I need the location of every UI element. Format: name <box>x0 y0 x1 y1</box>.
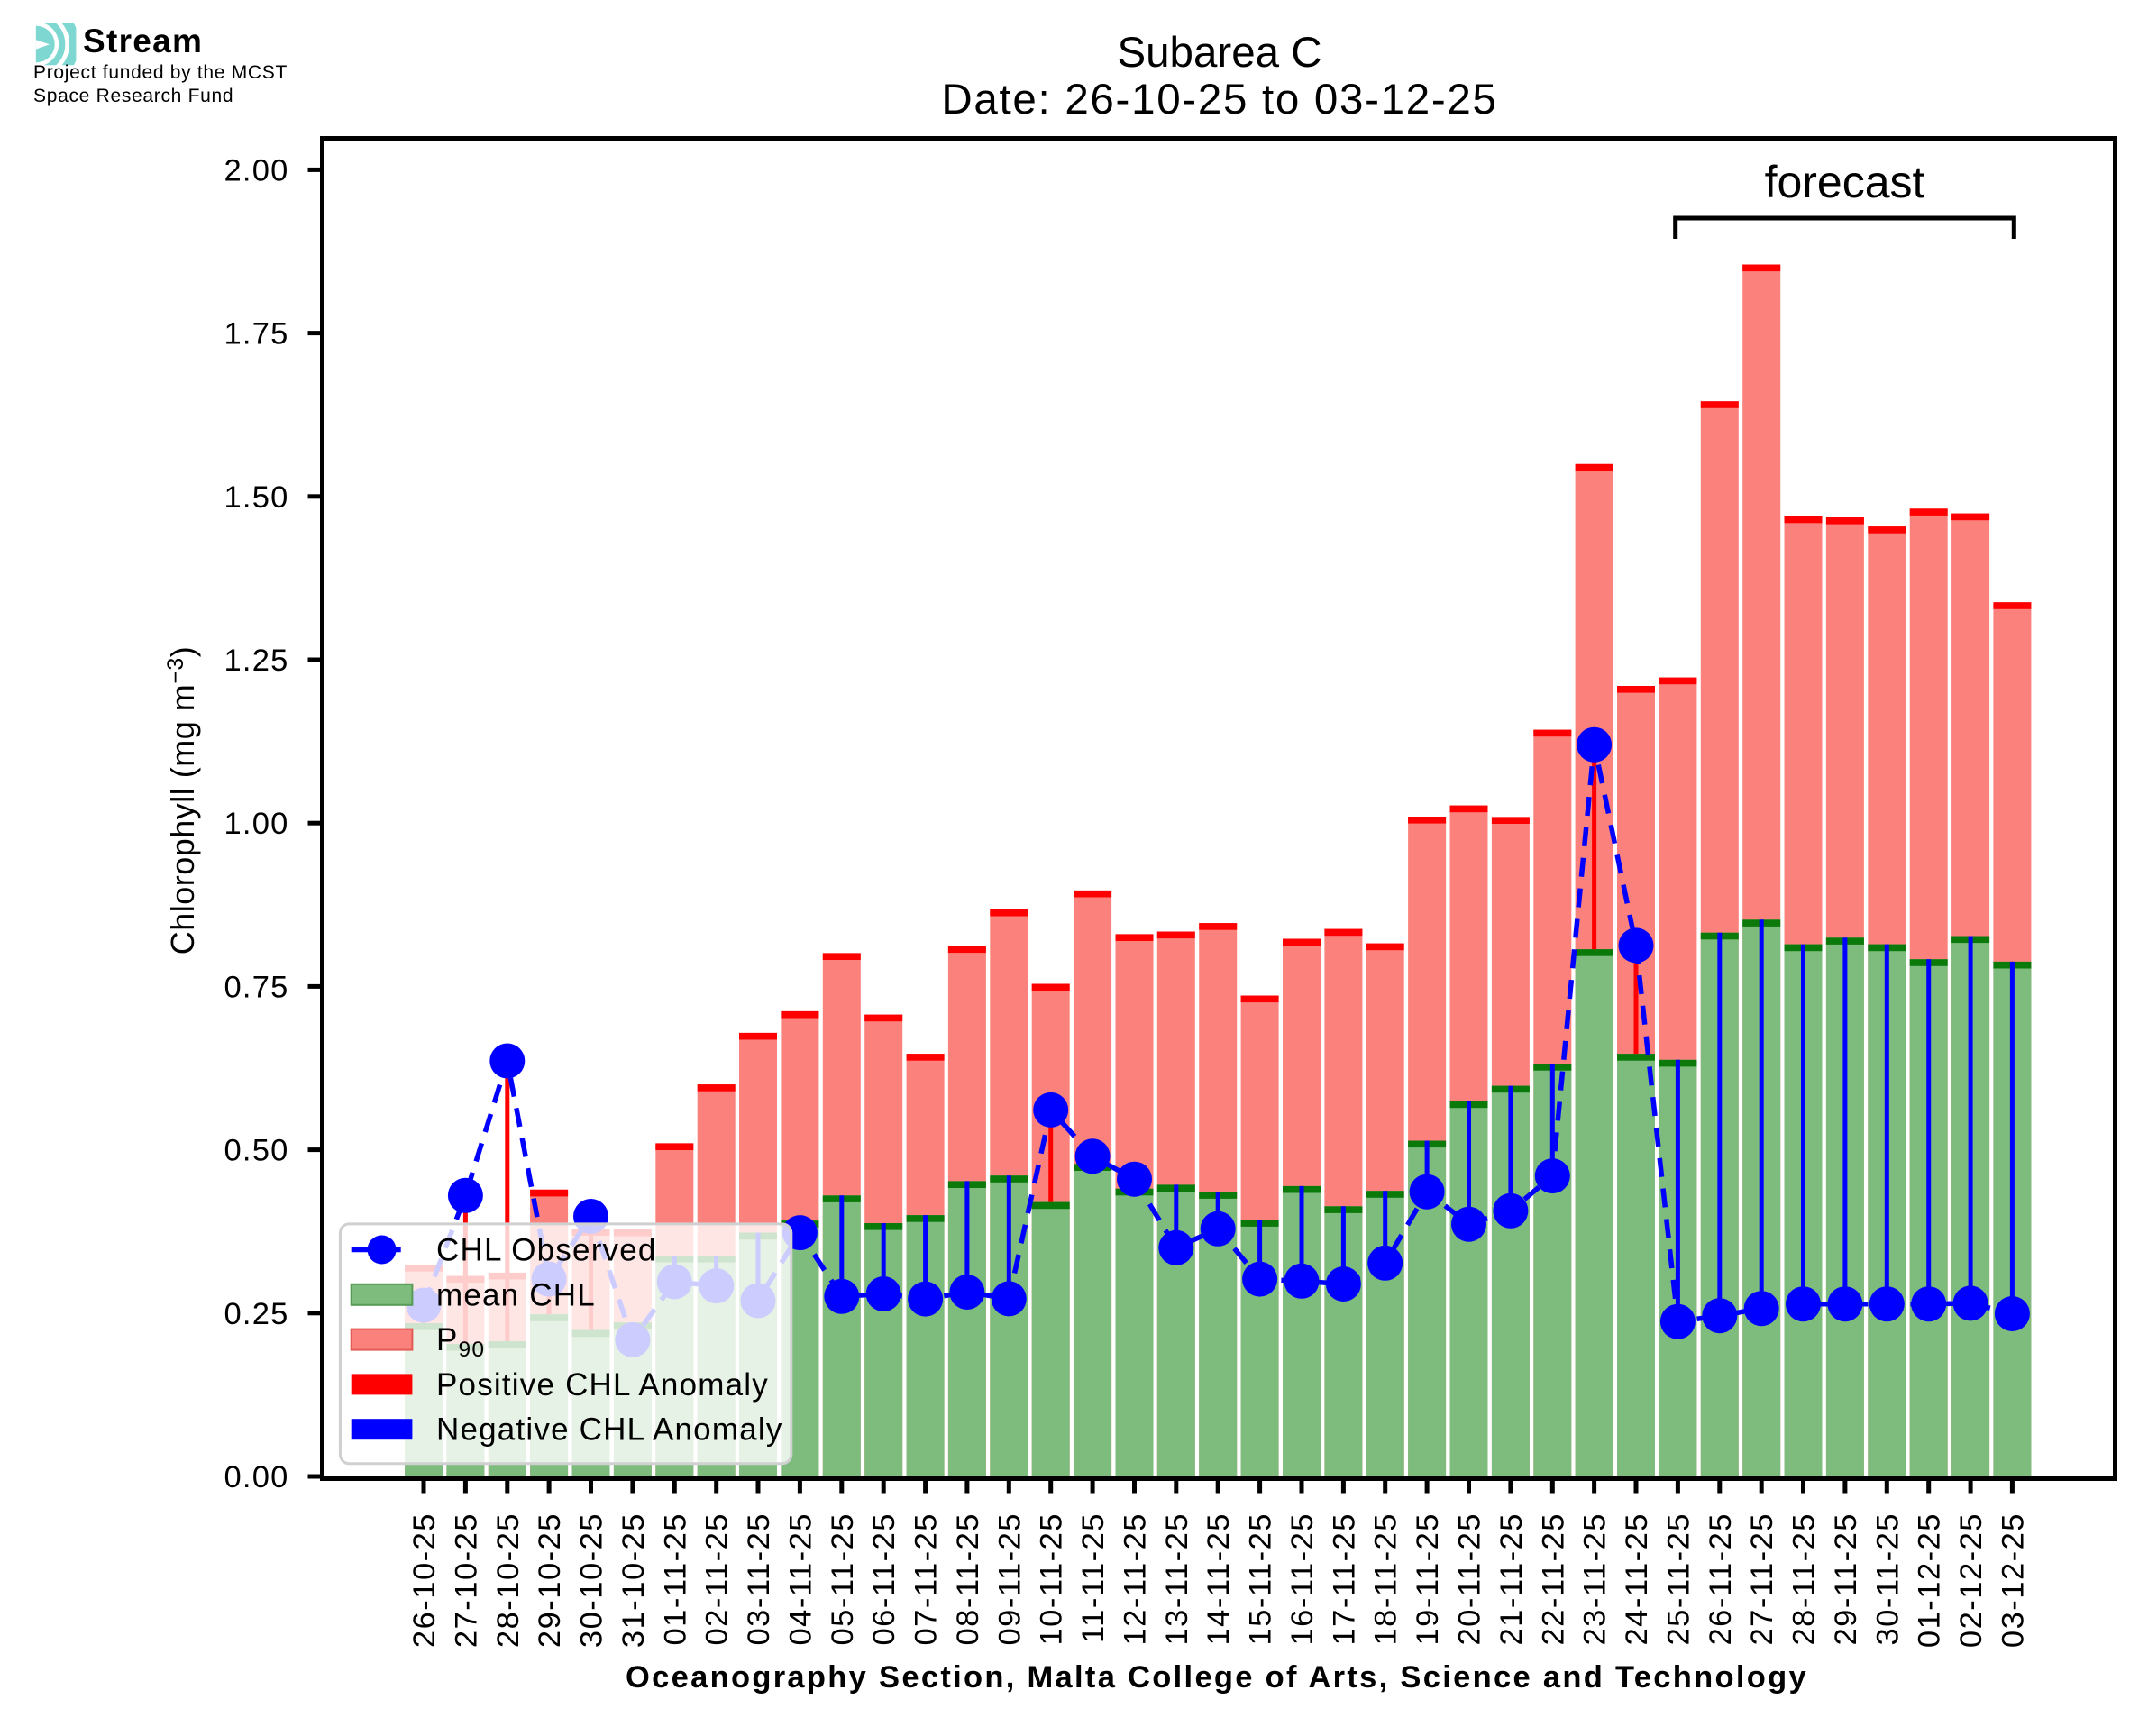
svg-text:28-10-25: 28-10-25 <box>491 1512 526 1648</box>
svg-text:04-11-25: 04-11-25 <box>783 1512 818 1646</box>
svg-text:05-11-25: 05-11-25 <box>826 1512 860 1646</box>
svg-text:01-12-25: 01-12-25 <box>1913 1512 1947 1648</box>
svg-text:Chlorophyll (mg m−3): Chlorophyll (mg m−3) <box>163 646 201 955</box>
svg-text:11-11-25: 11-11-25 <box>1076 1512 1111 1643</box>
svg-text:26-11-25: 26-11-25 <box>1704 1512 1738 1646</box>
svg-text:01-11-25: 01-11-25 <box>658 1512 692 1646</box>
svg-text:2.00: 2.00 <box>224 153 289 187</box>
svg-text:13-11-25: 13-11-25 <box>1160 1512 1194 1646</box>
svg-text:Stream: Stream <box>83 23 203 59</box>
svg-text:23-11-25: 23-11-25 <box>1578 1512 1613 1646</box>
svg-text:mean CHL: mean CHL <box>436 1277 596 1312</box>
svg-text:02-12-25: 02-12-25 <box>1954 1512 1988 1648</box>
svg-text:30-11-25: 30-11-25 <box>1870 1512 1905 1646</box>
svg-text:Subarea C: Subarea C <box>1117 29 1321 77</box>
svg-text:20-11-25: 20-11-25 <box>1453 1512 1487 1646</box>
svg-text:21-11-25: 21-11-25 <box>1494 1512 1529 1646</box>
svg-text:29-10-25: 29-10-25 <box>533 1512 567 1648</box>
svg-text:CHL Observed: CHL Observed <box>436 1233 657 1268</box>
svg-text:27-11-25: 27-11-25 <box>1745 1512 1779 1646</box>
svg-text:24-11-25: 24-11-25 <box>1620 1512 1654 1646</box>
svg-text:1.50: 1.50 <box>224 480 289 515</box>
svg-text:22-11-25: 22-11-25 <box>1536 1512 1570 1646</box>
svg-text:Negative CHL Anomaly: Negative CHL Anomaly <box>436 1412 783 1448</box>
svg-text:Space Research Fund: Space Research Fund <box>33 86 233 106</box>
svg-text:1.00: 1.00 <box>224 807 289 841</box>
svg-text:Project funded by the MCST: Project funded by the MCST <box>33 62 288 83</box>
svg-text:0.50: 0.50 <box>224 1134 289 1168</box>
svg-text:0.25: 0.25 <box>224 1297 289 1331</box>
svg-text:14-11-25: 14-11-25 <box>1202 1512 1236 1646</box>
svg-text:06-11-25: 06-11-25 <box>867 1512 901 1646</box>
svg-text:0.75: 0.75 <box>224 970 289 1004</box>
svg-text:Date: 26-10-25 to 03-12-25: Date: 26-10-25 to 03-12-25 <box>941 76 1497 123</box>
svg-text:1.25: 1.25 <box>224 644 289 678</box>
svg-text:27-10-25: 27-10-25 <box>449 1512 483 1648</box>
svg-text:31-10-25: 31-10-25 <box>617 1512 651 1648</box>
svg-text:15-11-25: 15-11-25 <box>1244 1512 1278 1646</box>
svg-text:17-11-25: 17-11-25 <box>1327 1512 1361 1646</box>
svg-text:forecast: forecast <box>1765 157 1925 207</box>
svg-text:Positive CHL Anomaly: Positive CHL Anomaly <box>436 1367 769 1403</box>
svg-text:25-11-25: 25-11-25 <box>1661 1512 1696 1646</box>
svg-text:07-11-25: 07-11-25 <box>909 1512 944 1646</box>
svg-text:30-10-25: 30-10-25 <box>575 1512 609 1648</box>
svg-text:08-11-25: 08-11-25 <box>951 1512 985 1646</box>
svg-text:03-11-25: 03-11-25 <box>742 1512 776 1646</box>
svg-text:18-11-25: 18-11-25 <box>1369 1512 1403 1646</box>
svg-text:1.75: 1.75 <box>224 317 289 352</box>
svg-text:19-11-25: 19-11-25 <box>1411 1512 1445 1646</box>
svg-text:28-11-25: 28-11-25 <box>1787 1512 1822 1646</box>
svg-text:Oceanography Section, Malta Co: Oceanography Section, Malta College of A… <box>626 1660 1808 1695</box>
svg-text:03-12-25: 03-12-25 <box>1996 1512 2030 1648</box>
svg-text:0.00: 0.00 <box>224 1460 289 1494</box>
svg-text:09-11-25: 09-11-25 <box>992 1512 1027 1646</box>
svg-text:10-11-25: 10-11-25 <box>1035 1512 1069 1646</box>
svg-text:02-11-25: 02-11-25 <box>700 1512 735 1646</box>
svg-text:29-11-25: 29-11-25 <box>1829 1512 1863 1646</box>
svg-text:26-10-25: 26-10-25 <box>407 1512 442 1648</box>
svg-text:16-11-25: 16-11-25 <box>1285 1512 1320 1646</box>
svg-text:12-11-25: 12-11-25 <box>1119 1512 1153 1646</box>
